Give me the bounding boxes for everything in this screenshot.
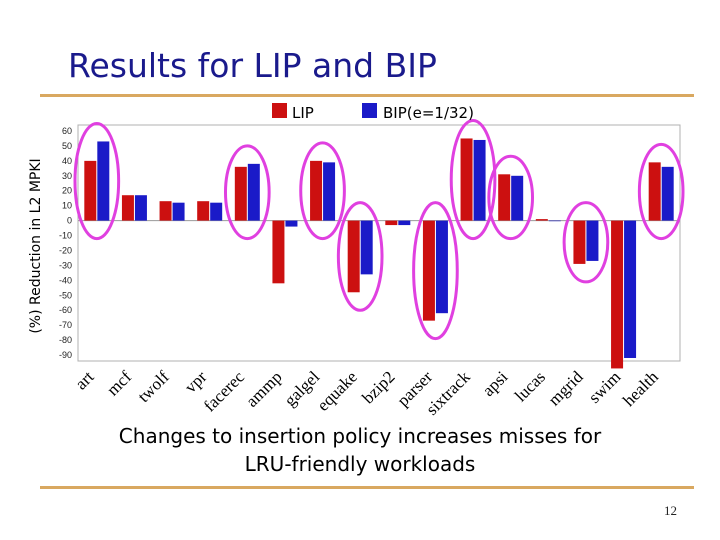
y-tick-label: -40	[59, 275, 72, 285]
category-label-apsi: apsi	[479, 367, 512, 400]
y-tick-label: 20	[62, 186, 72, 196]
y-tick-label: -80	[59, 335, 72, 345]
bar-bip-vpr	[210, 202, 223, 221]
y-tick-label: 0	[67, 216, 72, 226]
bar-lip-ammp	[272, 220, 285, 284]
slide-title: Results for LIP and BIP	[68, 46, 437, 85]
bar-lip-mgrid	[573, 220, 586, 264]
category-label-twolf: twolf	[134, 367, 173, 406]
bar-bip-sixtrack	[473, 139, 486, 221]
y-tick-label: -50	[59, 290, 72, 300]
category-label-swim: swim	[585, 367, 624, 406]
y-tick-label: 60	[62, 126, 72, 136]
category-label-lucas: lucas	[511, 367, 549, 405]
highlight-circle-health	[637, 142, 685, 241]
bar-lip-art	[84, 160, 97, 221]
category-label-bzip2: bzip2	[358, 367, 398, 407]
y-tick-label: 30	[62, 171, 72, 181]
highlight-circle-mgrid	[562, 201, 610, 284]
bar-bip-mgrid	[586, 220, 599, 261]
y-tick-label: 10	[62, 201, 72, 211]
bar-bip-mcf	[134, 195, 147, 221]
slide-caption: Changes to insertion policy increases mi…	[60, 422, 660, 478]
highlight-circle-equake	[336, 201, 384, 312]
bar-lip-galgel	[310, 160, 323, 221]
bar-bip-bzip2	[398, 220, 411, 226]
bar-lip-twolf	[159, 201, 172, 221]
y-tick-label: 50	[62, 141, 72, 151]
plot-frame	[77, 124, 681, 362]
bar-lip-facerec	[234, 166, 247, 221]
bar-bip-swim	[624, 220, 637, 358]
bar-lip-vpr	[197, 201, 210, 221]
y-tick-label: -20	[59, 245, 72, 255]
category-label-art: art	[71, 367, 97, 393]
y-tick-label: -30	[59, 260, 72, 270]
highlight-circle-galgel	[299, 141, 346, 241]
category-label-equake: equake	[313, 367, 360, 414]
bar-bip-apsi	[511, 175, 524, 221]
y-tick-label: -10	[59, 231, 72, 241]
bar-bip-galgel	[323, 162, 336, 221]
bar-lip-equake	[347, 220, 360, 293]
y-axis-label: (%) Reduction in L2 MPKI	[28, 158, 44, 333]
legend-label-lip: LIP	[292, 104, 314, 122]
bar-chart: 60 50 40 30 20 10 0 -10 -20 -30 -40 -50 -60 -70 -80 -90…	[28, 103, 685, 419]
highlight-circle-facerec	[223, 144, 271, 241]
y-tick-label: -60	[59, 305, 72, 315]
caption-line-1: Changes to insertion policy increases mi…	[118, 424, 602, 448]
bar-lip-bzip2	[385, 220, 398, 226]
bar-bip-art	[97, 141, 110, 221]
bar-bip-twolf	[172, 202, 185, 221]
bar-bip-parser	[435, 220, 448, 314]
bar-lip-mcf	[121, 195, 134, 221]
bar-lip-parser	[422, 220, 435, 321]
highlight-circle-art	[73, 121, 121, 241]
category-label-mgrid: mgrid	[545, 367, 588, 410]
footer-rule	[40, 486, 694, 489]
category-label-facerec: facerec	[200, 367, 248, 415]
bar-lip-health	[648, 162, 661, 221]
y-tick-label: -70	[59, 320, 72, 330]
category-label-ammp: ammp	[242, 367, 285, 410]
bar-lip-sixtrack	[460, 138, 473, 221]
bar-bip-facerec	[247, 163, 260, 221]
category-label-vpr: vpr	[181, 367, 211, 397]
bar-bip-lucas	[548, 220, 561, 222]
title-underline	[40, 94, 694, 97]
bar-lip-apsi	[498, 174, 511, 221]
category-label-mcf: mcf	[103, 367, 135, 399]
page-number: 12	[664, 503, 677, 518]
legend: LIP BIP(e=1/32)	[272, 103, 474, 122]
bar-bip-ammp	[285, 220, 298, 227]
bar-lip-lucas	[535, 219, 548, 221]
caption-line-2: LRU-friendly workloads	[244, 452, 476, 476]
legend-swatch-bip	[362, 103, 377, 118]
highlight-circle-parser	[412, 201, 459, 341]
category-label-health: health	[619, 367, 662, 410]
y-tick-label: -90	[59, 350, 72, 360]
legend-swatch-lip	[272, 103, 287, 118]
highlight-circle-apsi	[487, 154, 535, 241]
y-tick-label: 40	[62, 156, 72, 166]
bar-bip-health	[661, 166, 674, 221]
highlight-circle-sixtrack	[449, 118, 497, 241]
bar-lip-swim	[611, 220, 624, 369]
bar-bip-equake	[360, 220, 373, 275]
legend-label-bip: BIP(e=1/32)	[383, 104, 474, 122]
